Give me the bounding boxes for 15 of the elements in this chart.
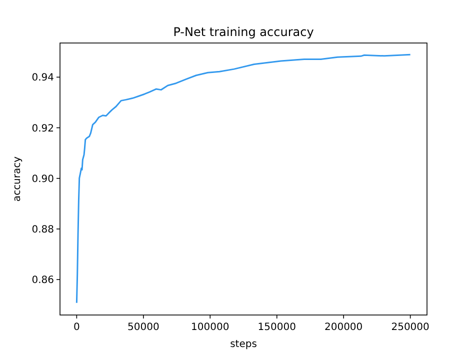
y-tick-label: 0.92 [32,123,54,134]
x-axis-title: steps [230,339,257,350]
x-tick-label: 50000 [128,322,160,333]
x-tick-label: 250000 [391,322,430,333]
x-tick-label: 100000 [191,322,230,333]
x-tick-label: 200000 [324,322,363,333]
y-tick-label: 0.94 [32,72,54,84]
y-axis-title: accuracy [12,156,23,202]
y-tick-label: 0.88 [32,224,54,236]
x-tick-label: 0 [73,322,80,333]
y-tick-label: 0.90 [32,174,54,185]
chart-title: P-Net training accuracy [173,25,314,39]
x-tick-label: 150000 [258,322,296,333]
y-tick-label: 0.86 [32,275,54,286]
line-series [76,54,412,304]
